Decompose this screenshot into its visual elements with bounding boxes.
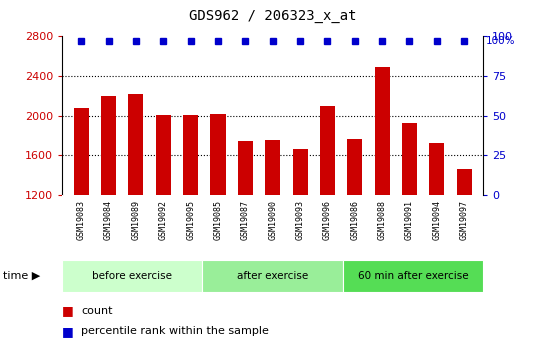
Text: ■: ■ (62, 304, 74, 317)
Bar (202, 260, 343, 292)
Text: GDS962 / 206323_x_at: GDS962 / 206323_x_at (189, 9, 356, 23)
Bar (238, 141, 253, 195)
Text: GSM19093: GSM19093 (295, 200, 305, 240)
Text: 100%: 100% (486, 36, 516, 46)
Bar (129, 94, 144, 195)
Text: count: count (81, 306, 112, 315)
Text: GSM19088: GSM19088 (377, 200, 387, 240)
Text: ■: ■ (62, 325, 74, 338)
Bar (320, 106, 335, 195)
Text: GSM19085: GSM19085 (213, 200, 222, 240)
Text: GSM19096: GSM19096 (323, 200, 332, 240)
Bar (457, 169, 471, 195)
Text: after exercise: after exercise (237, 271, 308, 281)
Bar (156, 115, 171, 195)
Bar (211, 114, 226, 195)
Bar (101, 96, 116, 195)
Text: GSM19090: GSM19090 (268, 200, 277, 240)
Text: GSM19091: GSM19091 (405, 200, 414, 240)
Text: GSM19094: GSM19094 (433, 200, 441, 240)
Bar (74, 108, 89, 195)
Text: 60 min after exercise: 60 min after exercise (358, 271, 468, 281)
Bar (62, 260, 202, 292)
Text: GSM19092: GSM19092 (159, 200, 168, 240)
Text: GSM19086: GSM19086 (350, 200, 359, 240)
Text: GSM19089: GSM19089 (131, 200, 140, 240)
Text: GSM19097: GSM19097 (460, 200, 469, 240)
Text: percentile rank within the sample: percentile rank within the sample (81, 326, 269, 336)
Bar (265, 140, 280, 195)
Text: GSM19084: GSM19084 (104, 200, 113, 240)
Bar (402, 122, 417, 195)
Bar (347, 139, 362, 195)
Text: GSM19087: GSM19087 (241, 200, 250, 240)
Text: GSM19095: GSM19095 (186, 200, 195, 240)
Bar (183, 115, 198, 195)
Bar (429, 144, 444, 195)
Bar (375, 67, 390, 195)
Bar (343, 260, 483, 292)
Bar (293, 149, 308, 195)
Text: before exercise: before exercise (92, 271, 172, 281)
Text: GSM19083: GSM19083 (77, 200, 86, 240)
Text: time ▶: time ▶ (3, 271, 40, 281)
